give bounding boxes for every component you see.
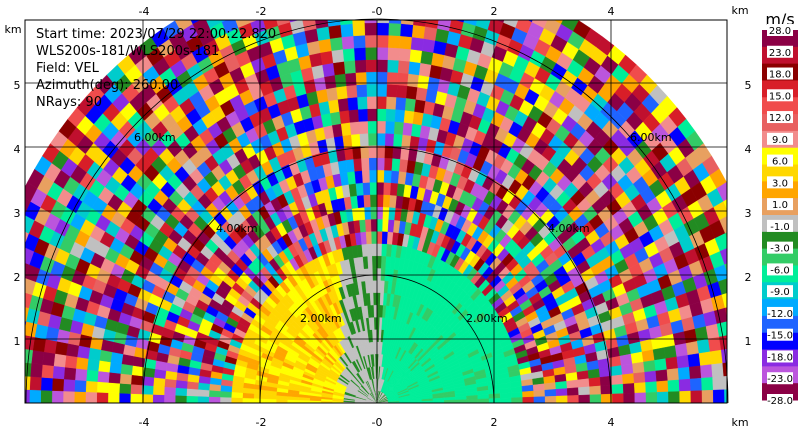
colorbar-tick-label: 3.0: [772, 178, 788, 189]
ring-label-6km-left: 6.00km: [134, 131, 176, 144]
colorbar-label-bg: [767, 67, 793, 80]
y-tick-left-label: 3: [14, 207, 21, 220]
azimuth-text: Azimuth(deg): 260.00: [36, 78, 178, 93]
colorbar-swatch: [762, 97, 798, 115]
x-tick-bottom-label: -4: [139, 416, 150, 429]
y-unit-left-label: km: [4, 23, 21, 36]
y-tick-left-label: 4: [14, 143, 21, 156]
x-unit-bottom-label: km: [731, 416, 748, 429]
colorbar-tick-label: -3.0: [770, 244, 790, 255]
y-tick-right-label: 5: [745, 79, 752, 92]
x-tick-bottom-label: -2: [256, 416, 267, 429]
y-tick-left-label: 5: [14, 79, 21, 92]
start-time-text: Start time: 2023/07/29 22:00:22.820: [36, 27, 276, 42]
colorbar-tick-labels: 28.0 23.0 18.0 15.0 12.0 9.0 6.0 3.0 1.0 -1.0 -3.0…: [767, 24, 793, 407]
ring-label-2km-right: 2.00km: [466, 312, 508, 325]
colorbar-label-bg: [767, 328, 793, 341]
scan-info-block: Start time: 2023/07/29 22:00:22.820 WLS2…: [36, 27, 276, 110]
instrument-text: WLS200s-181/WLS200s-181: [36, 44, 219, 59]
colorbar-tick-label: 15.0: [769, 91, 791, 102]
colorbar-tick-label: -9.0: [770, 287, 790, 298]
colorbar-swatches: [762, 30, 798, 401]
y-tick-right-label: 1: [745, 335, 752, 348]
colorbar-tick-label: 18.0: [769, 70, 791, 81]
colorbar-tick-label: 23.0: [769, 48, 791, 59]
x-tick-top-label: -0: [372, 5, 383, 18]
colorbar-tick-label: -12.0: [767, 309, 793, 320]
colorbar-tick-label: 12.0: [769, 113, 791, 124]
colorbar-label-bg: [767, 394, 793, 406]
colorbar-label-bg: [767, 306, 793, 319]
colorbar-tick-label: 1.0: [772, 200, 788, 211]
y-tick-left-label: 2: [14, 271, 21, 284]
range-rings: [25, 18, 729, 404]
x-tick-top-label: 4: [608, 5, 615, 18]
colorbar-tick-label: 6.0: [772, 157, 788, 168]
colorbar-label-bg: [767, 89, 793, 102]
colorbar-label-bg: [767, 350, 793, 363]
colorbar-label-bg: [767, 198, 793, 211]
colorbar-tick-label: -15.0: [767, 331, 793, 342]
colorbar-tick-label: -6.0: [770, 265, 790, 276]
nrays-text: NRays: 90: [36, 95, 102, 110]
x-tick-bottom-label: 2: [491, 416, 498, 429]
x-axis-bottom: -4 -2 -0 2 4 km: [139, 416, 749, 429]
ring-label-4km-left: 4.00km: [216, 222, 258, 235]
colorbar-label-bg: [767, 263, 793, 276]
y-axis-left: km 1 2 3 4 5: [4, 23, 21, 348]
x-tick-top-label: -2: [256, 5, 267, 18]
y-tick-right-label: 4: [745, 143, 752, 156]
x-tick-top-label: -4: [139, 5, 150, 18]
y-tick-right-label: 3: [745, 207, 752, 220]
x-unit-top-label: km: [731, 4, 748, 17]
colorbar-label-bg: [767, 45, 793, 58]
plot-frame: [24, 19, 728, 404]
x-tick-top-label: 2: [491, 5, 498, 18]
colorbar-label-bg: [767, 24, 793, 36]
ring-label-6km-right: 6.00km: [630, 131, 672, 144]
colorbar-label-bg: [767, 111, 793, 124]
colorbar-tick-label: 9.0: [772, 135, 788, 146]
colorbar-label-bg: [767, 219, 793, 232]
colorbar-label-bg: [767, 241, 793, 254]
colorbar-label-bg: [767, 154, 793, 167]
y-tick-right-label: 2: [745, 271, 752, 284]
field-text: Field: VEL: [36, 61, 100, 76]
colorbar-tick-label: -18.0: [767, 352, 793, 363]
ring-label-4km-right: 4.00km: [548, 222, 590, 235]
y-axis-right: 1 2 3 4 5: [745, 79, 752, 348]
colorbar-tick-label: -1.0: [770, 222, 790, 233]
x-tick-bottom-label: -0: [372, 416, 383, 429]
colorbar-tick-label: -28.0: [767, 396, 793, 407]
colorbar-label-bg: [767, 285, 793, 298]
colorbar-label-bg: [767, 176, 793, 189]
colorbar-tick-label: -23.0: [767, 374, 793, 385]
y-tick-left-label: 1: [14, 335, 21, 348]
colorbar-tick-label: 28.0: [769, 26, 791, 37]
colorbar-label-bg: [767, 132, 793, 145]
colorbar-label-bg: [767, 372, 793, 385]
velocity-colorbar: m/s 28.023.018.015.012.09.06.03.01.0-1.0…: [762, 10, 798, 407]
ring-label-2km-left: 2.00km: [300, 312, 342, 325]
range-ring-labels: 2.00km 2.00km 4.00km 4.00km 6.00km 6.00k…: [134, 131, 672, 325]
x-tick-bottom-label: 4: [608, 416, 615, 429]
x-axis-top: -4 -2 -0 2 4 km: [139, 4, 749, 18]
radar-velocity-field: [25, 20, 727, 403]
